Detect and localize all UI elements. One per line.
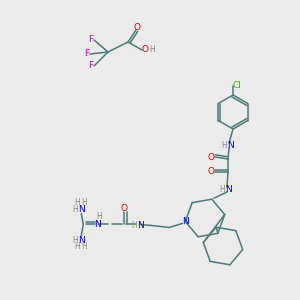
- Text: O: O: [208, 167, 214, 176]
- Text: H: H: [72, 205, 78, 214]
- Text: H: H: [81, 198, 87, 207]
- Text: H: H: [81, 242, 87, 251]
- Text: H: H: [219, 184, 225, 194]
- Text: H: H: [74, 242, 80, 251]
- Text: N: N: [182, 217, 189, 226]
- Text: F: F: [88, 35, 94, 44]
- Text: N: N: [94, 220, 101, 229]
- Text: Cl: Cl: [232, 80, 242, 89]
- Text: H: H: [74, 198, 80, 207]
- Text: N: N: [226, 140, 233, 149]
- Text: H: H: [72, 236, 78, 245]
- Text: H: H: [96, 212, 102, 221]
- Text: N: N: [78, 236, 85, 245]
- Text: F: F: [88, 61, 94, 70]
- Text: O: O: [121, 204, 128, 213]
- Text: H: H: [131, 221, 137, 230]
- Text: H: H: [149, 44, 155, 53]
- Text: N: N: [225, 184, 231, 194]
- Text: O: O: [134, 22, 140, 32]
- Text: H: H: [221, 140, 227, 149]
- Text: N: N: [137, 221, 144, 230]
- Text: O: O: [142, 46, 148, 55]
- Text: N: N: [78, 205, 85, 214]
- Text: F: F: [84, 50, 90, 58]
- Text: O: O: [208, 152, 214, 161]
